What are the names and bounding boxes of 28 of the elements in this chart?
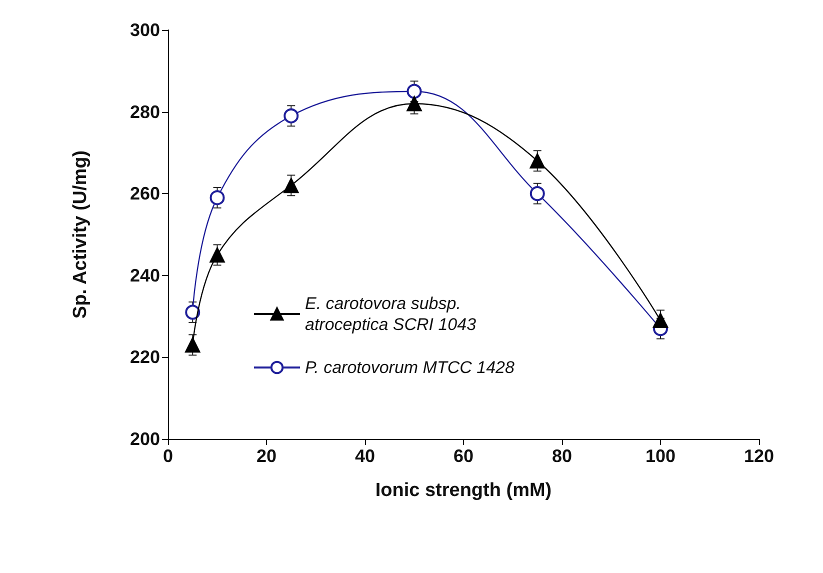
y-tick-label: 240 [130, 265, 160, 286]
point [184, 337, 200, 353]
y-tick-label: 260 [130, 184, 160, 204]
point [185, 304, 200, 320]
y-tick-label: 220 [130, 347, 160, 368]
point [530, 153, 546, 169]
point [210, 190, 225, 206]
legend-label: E. carotovora subsp. atroceptica SCRI 1043 [305, 294, 477, 334]
point [283, 178, 299, 194]
x-tick-label: 100 [645, 446, 676, 466]
point [406, 84, 422, 99]
y-axis-title: Sp. Activity (U/mg) [70, 150, 91, 319]
point [406, 96, 422, 112]
x-tick-label: 120 [744, 446, 774, 466]
x-tick-label: 40 [354, 446, 376, 466]
y-tick-label: 280 [130, 102, 160, 122]
x-tick-label: 80 [552, 446, 572, 466]
x-axis-title: Ionic strength (mM) [375, 480, 552, 501]
point [284, 108, 299, 124]
y-tick-label: 200 [130, 429, 160, 449]
x-tick-label: 0 [162, 446, 174, 466]
point [652, 312, 668, 328]
legend-label: P. carotovorum MTCC 1428 [305, 358, 515, 377]
point [210, 247, 225, 263]
x-tick-label: 20 [256, 446, 277, 466]
point [530, 186, 545, 202]
x-tick-label: 60 [453, 446, 474, 466]
y-tick-label: 300 [130, 20, 160, 40]
